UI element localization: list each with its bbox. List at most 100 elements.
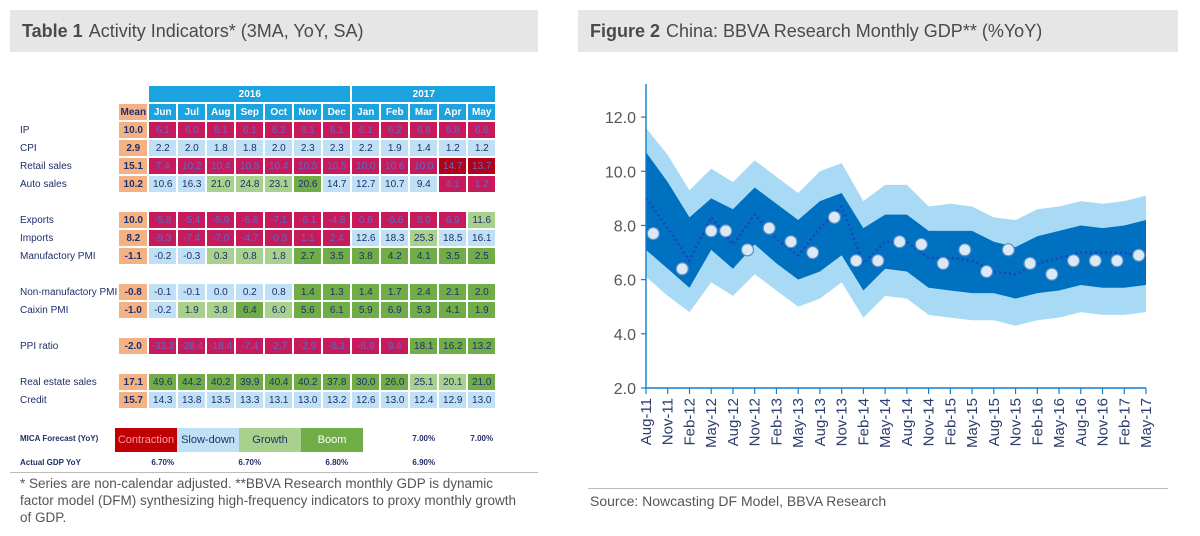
- legend-slowdown: Slow-down: [177, 428, 239, 452]
- actual-gdp: Actual GDP YoY 6.70% 6.70% 6.80% 6.90%: [20, 454, 495, 470]
- row-value: 8.0: [410, 212, 438, 228]
- x-tick-label: Feb-12: [681, 398, 698, 446]
- row-value: 2.0: [265, 140, 293, 156]
- y-tick-label: 6.0: [614, 273, 636, 290]
- month-header: Dec: [323, 104, 351, 120]
- row-value: 9.4: [381, 338, 409, 354]
- footnote-divider: [10, 472, 538, 473]
- table-row: Credit 15.7 14.3 13.8 13.5 13.3 13.1 13.0 13.2 12…: [20, 392, 496, 408]
- row-value: -2.9: [294, 338, 322, 354]
- row-value: 13.0: [468, 392, 496, 408]
- x-tick-label: May-15: [964, 398, 981, 448]
- row-value: 2.4: [410, 284, 438, 300]
- row-value: 39.9: [236, 374, 264, 390]
- month-header: Nov: [294, 104, 322, 120]
- actual-gdp-value: [439, 454, 466, 470]
- y-tick-label: 8.0: [614, 218, 636, 235]
- row-value: 5.3: [410, 302, 438, 318]
- row-value: 6.8: [439, 122, 467, 138]
- row-mean: -0.8: [119, 284, 148, 300]
- row-value: 2.2: [352, 140, 380, 156]
- mica-forecast-value: 7.00%: [470, 433, 494, 443]
- actual-gdp-point: [806, 245, 820, 260]
- row-value: 1.1: [294, 230, 322, 246]
- row-value: 0.8: [265, 284, 293, 300]
- row-value: -33.3: [149, 338, 177, 354]
- row-value: 1.8: [265, 248, 293, 264]
- mica-forecast-value: [381, 430, 408, 446]
- actual-gdp-point: [646, 226, 660, 241]
- row-value: 16.2: [439, 338, 467, 354]
- row-value: 2.3: [323, 140, 351, 156]
- row-value: -6.1: [323, 338, 351, 354]
- actual-gdp-value: 6.70%: [151, 457, 175, 467]
- row-value: 7.4: [149, 158, 177, 174]
- row-value: -0.2: [149, 248, 177, 264]
- row-value: 13.8: [178, 392, 206, 408]
- row-value: 21.0: [468, 374, 496, 390]
- row-value: 1.9: [381, 140, 409, 156]
- row-value: 2.0: [468, 284, 496, 300]
- row-value: 10.0: [410, 158, 438, 174]
- header-spacer: [20, 86, 117, 102]
- month-header: Mar: [410, 104, 438, 120]
- row-value: 14.3: [149, 392, 177, 408]
- row-value: 14.7: [439, 158, 467, 174]
- x-tick-label: Nov-12: [747, 398, 764, 446]
- source-note: Source: Nowcasting DF Model, BBVA Resear…: [590, 493, 887, 509]
- actual-gdp-value: [294, 454, 321, 470]
- row-value: 1.3: [323, 284, 351, 300]
- actual-gdp-point: [936, 256, 950, 270]
- row-value: 1.7: [381, 284, 409, 300]
- row-value: 1.4: [352, 284, 380, 300]
- row-value: 2.7: [294, 248, 322, 264]
- x-tick-label: May-13: [790, 398, 807, 448]
- row-value: 6.1: [149, 122, 177, 138]
- month-header: Jan: [352, 104, 380, 120]
- actual-gdp-value: [207, 454, 234, 470]
- actual-gdp-point: [675, 262, 689, 276]
- row-label: IP: [20, 124, 30, 136]
- row-value: 5.9: [352, 302, 380, 318]
- month-header: Aug: [207, 104, 235, 120]
- row-mean: 2.9: [119, 140, 148, 156]
- actual-gdp-point: [893, 235, 907, 249]
- row-mean: 10.0: [119, 122, 148, 138]
- row-value: 49.6: [149, 374, 177, 390]
- row-value: 0.6: [352, 212, 380, 228]
- mica-forecast-label: MICA Forecast (YoY): [20, 433, 99, 443]
- actual-gdp-point: [1132, 248, 1146, 262]
- row-value: -7.0: [207, 230, 235, 246]
- row-value: 12.7: [352, 176, 380, 192]
- row-value: -0.3: [178, 248, 206, 264]
- row-value: 6.2: [381, 122, 409, 138]
- row-value: 1.9: [468, 302, 496, 318]
- row-value: 11.6: [468, 212, 496, 228]
- actual-gdp-value: [265, 454, 292, 470]
- row-value: 6.2: [265, 122, 293, 138]
- row-gap: [20, 320, 495, 336]
- month-header: Jul: [178, 104, 206, 120]
- row-label: PPI ratio: [20, 340, 59, 352]
- actual-gdp-point: [979, 264, 994, 279]
- gap-cell: [20, 410, 495, 428]
- figure-title: Figure 2 China: BBVA Research Monthly GDP…: [578, 10, 1178, 52]
- row-value: 12.6: [352, 230, 380, 246]
- row-value: 13.5: [207, 392, 235, 408]
- x-tick-label: Feb-13: [768, 398, 785, 446]
- row-value: 2.1: [439, 284, 467, 300]
- row-value: -6.9: [352, 338, 380, 354]
- x-tick-label: Feb-15: [942, 398, 959, 446]
- row-value: 21.0: [207, 176, 235, 192]
- actual-gdp-point: [762, 221, 776, 235]
- actual-gdp-point: [704, 224, 718, 238]
- row-value: 13.2: [323, 392, 351, 408]
- row-value: -0.5: [265, 230, 293, 246]
- row-value: 18.3: [381, 230, 409, 246]
- row-value: 18.1: [410, 338, 438, 354]
- row-value: 6.6: [468, 122, 496, 138]
- row-mean: -1.0: [119, 302, 148, 318]
- row-value: 6.0: [178, 122, 206, 138]
- row-label: Imports: [20, 232, 54, 244]
- row-value: -0.1: [149, 284, 177, 300]
